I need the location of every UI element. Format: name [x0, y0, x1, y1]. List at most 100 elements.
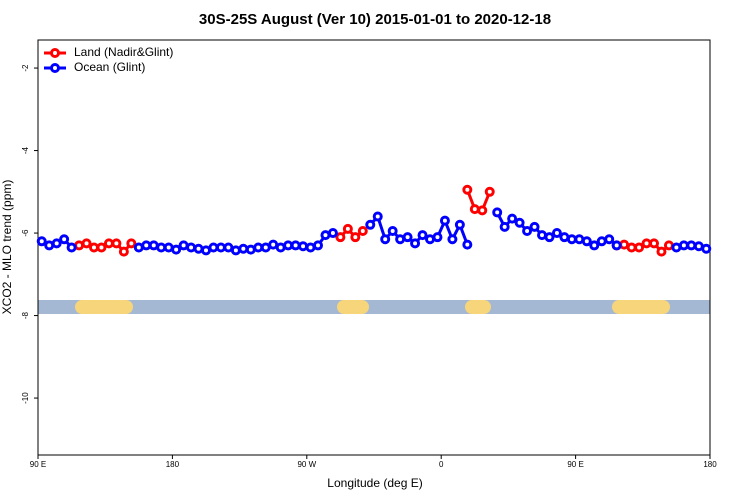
x-tick-label: 90 E [30, 460, 46, 469]
point [551, 228, 562, 239]
point [626, 242, 637, 253]
point [499, 221, 510, 232]
chart-title: 30S-25S August (Ver 10) 2015-01-01 to 20… [199, 11, 551, 28]
point [693, 241, 704, 252]
y-tick-label: -8 [21, 311, 30, 319]
point [634, 242, 645, 253]
land-band [465, 300, 491, 314]
point [103, 238, 114, 249]
point [462, 184, 473, 195]
point [313, 240, 323, 251]
point [365, 219, 376, 230]
point [529, 221, 540, 232]
point [514, 217, 525, 228]
point [439, 215, 450, 226]
point [44, 240, 55, 251]
point [305, 242, 316, 253]
point [260, 242, 271, 253]
point [193, 243, 204, 254]
point [574, 234, 585, 245]
point [611, 240, 622, 251]
x-tick-label: 0 [439, 460, 444, 469]
legend-marker [50, 48, 60, 58]
y-tick-label: -6 [21, 229, 30, 237]
ocean-band [38, 300, 710, 314]
point [492, 207, 503, 218]
point [342, 223, 353, 234]
point [425, 234, 435, 245]
point [208, 242, 219, 253]
point [111, 238, 122, 249]
point [290, 240, 301, 251]
point [59, 234, 70, 245]
point [417, 230, 428, 241]
point [89, 242, 99, 253]
point [462, 239, 473, 250]
point [649, 238, 659, 249]
point [544, 232, 555, 243]
point [604, 234, 615, 245]
point [156, 242, 167, 253]
land-band [75, 300, 133, 314]
point [402, 232, 413, 243]
point [447, 234, 458, 245]
point [350, 232, 361, 243]
point [178, 240, 189, 251]
point [141, 240, 152, 251]
point [641, 238, 652, 249]
point [484, 186, 495, 197]
point [410, 238, 421, 249]
point [36, 236, 47, 247]
x-tick-label: 180 [703, 460, 717, 469]
y-tick-label: -10 [21, 392, 30, 404]
point [387, 225, 398, 236]
y-axis-label: XCO2 - MLO trend (ppm) [0, 180, 14, 315]
point [357, 225, 368, 236]
point [395, 234, 406, 245]
point [148, 240, 159, 251]
x-tick-label: 180 [166, 460, 180, 469]
point [619, 239, 630, 250]
point [171, 244, 182, 255]
point [477, 205, 488, 216]
land-band [337, 300, 369, 314]
point [283, 240, 294, 251]
point [133, 242, 144, 253]
point [186, 242, 197, 253]
point [298, 241, 309, 252]
point [335, 232, 346, 243]
point [663, 240, 674, 251]
point [559, 232, 570, 243]
y-tick-label: -2 [21, 64, 30, 72]
point [372, 211, 383, 222]
point [230, 245, 241, 256]
point [454, 219, 465, 230]
legend-marker [50, 63, 60, 73]
point [537, 230, 547, 241]
point [223, 242, 234, 253]
point [469, 204, 480, 215]
point [678, 240, 689, 251]
x-axis-label: Longitude (deg E) [327, 476, 422, 490]
point [671, 242, 682, 253]
point [380, 234, 391, 245]
land-mask [38, 300, 710, 314]
point [320, 230, 331, 241]
point [686, 240, 697, 251]
point [74, 240, 85, 251]
point [245, 244, 256, 255]
point [432, 232, 443, 243]
point [66, 242, 77, 253]
land-band [612, 300, 670, 314]
point [201, 245, 211, 256]
point [51, 238, 62, 249]
point [656, 246, 667, 257]
point [238, 243, 249, 254]
point [215, 242, 226, 253]
point [96, 242, 107, 253]
legend-label: Land (Nadir&Glint) [74, 45, 173, 59]
point [566, 234, 577, 245]
point [118, 246, 129, 257]
point [327, 228, 338, 239]
